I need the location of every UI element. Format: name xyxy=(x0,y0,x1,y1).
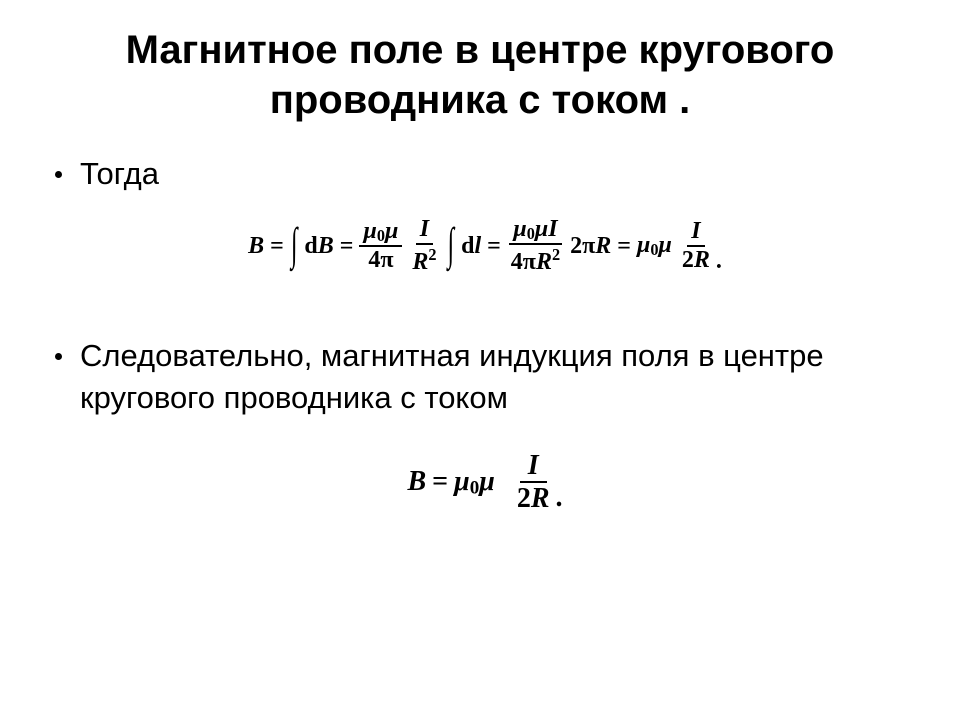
slide: Магнитное поле в центре кругового провод… xyxy=(0,0,960,720)
period: . xyxy=(556,482,563,514)
eq: = xyxy=(432,466,448,498)
body-list: Тогда B = ∫ dB = μ0μ 4π I R2 xyxy=(45,153,915,514)
frac-I-R2: I R2 xyxy=(408,217,440,275)
formula-block-2: B = μ0μ I 2R . xyxy=(55,451,915,514)
frac-mu0muI-4piR2: μ0μI 4πR2 xyxy=(507,217,564,275)
two-pi-R: 2πR xyxy=(570,233,611,260)
var-B: B xyxy=(248,233,264,260)
item-text: Следовательно, магнитная индукция поля в… xyxy=(80,335,915,419)
slide-title: Магнитное поле в центре кругового провод… xyxy=(45,25,915,125)
eq: = xyxy=(340,233,354,260)
frac-mu-4pi: μ0μ 4π xyxy=(359,219,402,273)
frac-I-2R: I 2R xyxy=(513,451,554,514)
mu0mu: μ0μ xyxy=(637,232,672,260)
frac-I-2R: I 2R xyxy=(678,219,714,273)
formula-block-1: B = ∫ dB = μ0μ 4π I R2 ∫ dl = xyxy=(55,217,915,275)
integral-icon: ∫ xyxy=(448,220,455,271)
var-B: B xyxy=(407,466,426,498)
dB: dB xyxy=(304,233,333,260)
dl: dl xyxy=(461,233,481,260)
eq: = xyxy=(270,233,284,260)
item-text: Тогда xyxy=(80,153,159,195)
eq: = xyxy=(487,233,501,260)
formula-1: B = ∫ dB = μ0μ 4π I R2 ∫ dl = xyxy=(248,217,722,275)
bullet-icon xyxy=(55,171,62,178)
formula-2: B = μ0μ I 2R . xyxy=(407,451,562,514)
list-item: Следовательно, магнитная индукция поля в… xyxy=(55,335,915,419)
bullet-icon xyxy=(55,353,62,360)
mu0mu: μ0μ xyxy=(454,466,495,499)
eq: = xyxy=(617,233,631,260)
list-item: Тогда xyxy=(55,153,915,195)
period: . xyxy=(716,248,722,275)
integral-icon: ∫ xyxy=(291,220,298,271)
